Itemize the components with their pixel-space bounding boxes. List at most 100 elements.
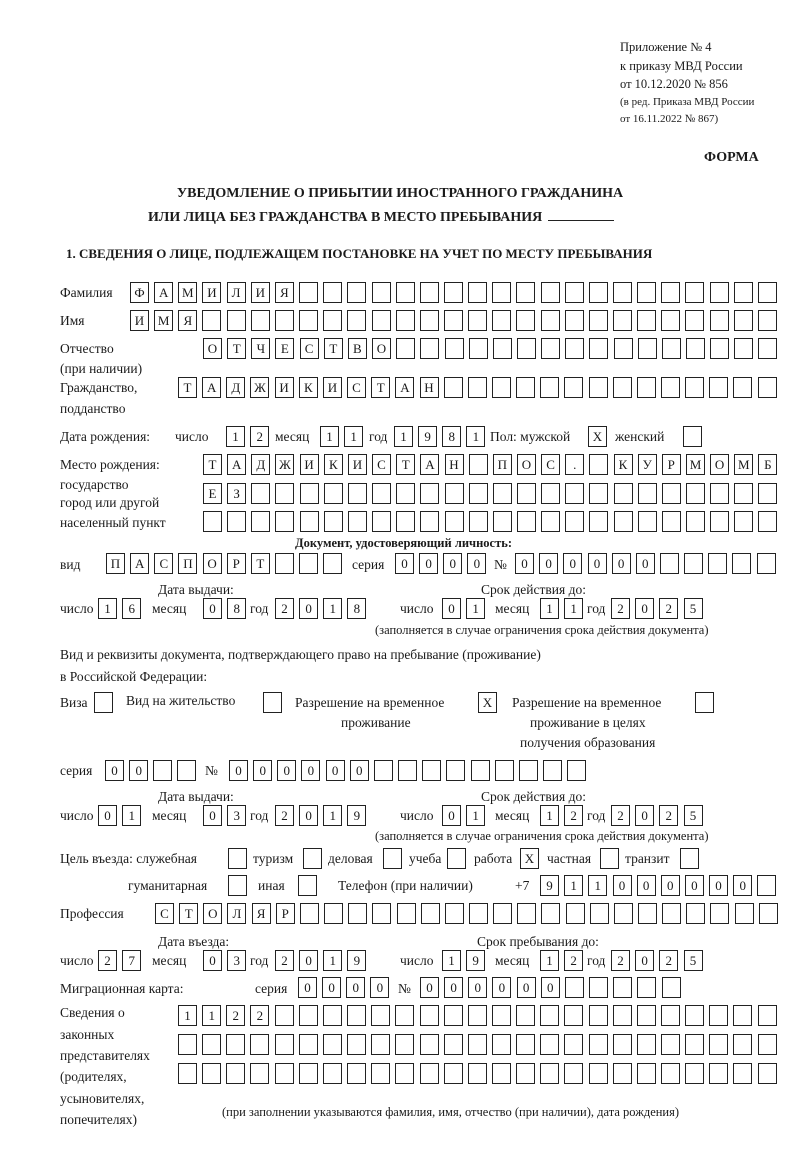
char-cell-patronymic[interactable]: Т (323, 338, 343, 359)
char-cell-reps-3[interactable] (371, 1063, 391, 1084)
char-cell-patronymic[interactable] (492, 338, 512, 359)
char-cell-reps-2[interactable] (685, 1034, 705, 1055)
char-cell-citizenship[interactable]: Т (371, 377, 391, 398)
char-cell-birthplace-3[interactable] (299, 511, 319, 532)
char-cell-name[interactable]: И (130, 310, 149, 331)
char-cell-mc-number[interactable] (637, 977, 657, 998)
char-cell-birthplace-2[interactable] (565, 483, 585, 504)
char-cell-phone[interactable]: 0 (612, 875, 632, 896)
char-cell-citizenship[interactable] (564, 377, 584, 398)
char-cell-permit-valid-year[interactable]: 0 (635, 805, 655, 826)
char-cell-reps-2[interactable] (733, 1034, 753, 1055)
char-cell-surname[interactable]: Я (274, 282, 294, 303)
char-cell-id-kind[interactable]: О (202, 553, 222, 574)
char-cell-entry-day[interactable]: 2 (98, 950, 117, 971)
char-cell-birth-month[interactable]: 1 (344, 426, 364, 447)
checkbox-edu-permit[interactable] (695, 692, 714, 713)
char-cell-birthplace-1[interactable]: . (565, 454, 585, 475)
char-cell-id-number[interactable] (659, 553, 679, 574)
char-cell-profession[interactable] (565, 903, 585, 924)
char-cell-reps-1[interactable] (516, 1005, 536, 1026)
char-cell-phone[interactable]: 1 (588, 875, 608, 896)
char-cell-reps-3[interactable] (516, 1063, 536, 1084)
char-cell-surname[interactable]: И (250, 282, 270, 303)
char-cell-surname[interactable] (371, 282, 391, 303)
char-cell-birthplace-2[interactable] (637, 483, 657, 504)
char-cell-reps-2[interactable] (178, 1034, 197, 1055)
char-cell-birthplace-3[interactable] (251, 511, 271, 532)
char-cell-birthplace-1[interactable]: Р (661, 454, 681, 475)
char-cell-reps-1[interactable] (709, 1005, 729, 1026)
char-cell-profession[interactable] (589, 903, 609, 924)
char-cell-patronymic[interactable] (565, 338, 585, 359)
char-cell-patronymic[interactable] (637, 338, 657, 359)
char-cell-reps-1[interactable] (588, 1005, 608, 1026)
char-cell-citizenship[interactable] (467, 377, 487, 398)
char-cell-birthplace-3[interactable] (517, 511, 536, 532)
char-cell-patronymic[interactable] (444, 338, 464, 359)
char-cell-birthplace-3[interactable] (734, 511, 754, 532)
char-cell-birthplace-3[interactable] (710, 511, 730, 532)
char-cell-reps-2[interactable] (298, 1034, 318, 1055)
char-cell-birthplace-2[interactable] (686, 483, 705, 504)
char-cell-reps-1[interactable] (564, 1005, 584, 1026)
char-cell-birthplace-2[interactable] (420, 483, 440, 504)
char-cell-profession[interactable] (420, 903, 440, 924)
char-cell-reps-3[interactable] (612, 1063, 632, 1084)
char-cell-birthplace-3[interactable] (613, 511, 633, 532)
char-cell-reps-3[interactable] (540, 1063, 560, 1084)
checkbox-sex-male[interactable]: X (588, 426, 607, 447)
char-cell-id-number[interactable]: 0 (635, 553, 655, 574)
char-cell-reps-3[interactable] (274, 1063, 294, 1084)
char-cell-reps-2[interactable] (395, 1034, 415, 1055)
char-cell-name[interactable] (419, 310, 439, 331)
char-cell-stay-day[interactable]: 1 (442, 950, 461, 971)
char-cell-id-series[interactable]: 0 (443, 553, 463, 574)
char-cell-reps-3[interactable] (661, 1063, 680, 1084)
char-cell-mc-series[interactable]: 0 (298, 977, 317, 998)
char-cell-permit-number[interactable]: 0 (277, 760, 297, 781)
char-cell-id-valid-day[interactable]: 0 (442, 598, 461, 619)
checkbox-purpose-humanitarian[interactable] (228, 875, 247, 896)
char-cell-name[interactable] (443, 310, 463, 331)
char-cell-reps-3[interactable] (733, 1063, 753, 1084)
char-cell-mc-number[interactable]: 0 (444, 977, 464, 998)
char-cell-birthplace-1[interactable]: О (710, 454, 730, 475)
char-cell-profession[interactable]: Р (275, 903, 295, 924)
char-cell-reps-3[interactable] (685, 1063, 705, 1084)
char-cell-surname[interactable]: Л (226, 282, 246, 303)
checkbox-purpose-business[interactable] (383, 848, 402, 869)
char-cell-id-kind[interactable]: Р (226, 553, 246, 574)
char-cell-surname[interactable] (564, 282, 584, 303)
char-cell-patronymic[interactable]: Ч (251, 338, 271, 359)
char-cell-patronymic[interactable] (710, 338, 730, 359)
char-cell-birthplace-3[interactable] (541, 511, 561, 532)
char-cell-id-series[interactable]: 0 (467, 553, 487, 574)
char-cell-name[interactable] (661, 310, 681, 331)
char-cell-permit-series[interactable]: 0 (105, 760, 124, 781)
char-cell-birthplace-1[interactable]: Ж (275, 454, 295, 475)
char-cell-birthplace-3[interactable] (203, 511, 222, 532)
char-cell-citizenship[interactable] (685, 377, 705, 398)
char-cell-surname[interactable]: М (178, 282, 198, 303)
char-cell-profession[interactable] (686, 903, 706, 924)
char-cell-birthplace-2[interactable] (396, 483, 416, 504)
char-cell-reps-1[interactable] (757, 1005, 777, 1026)
char-cell-mc-series[interactable]: 0 (370, 977, 390, 998)
char-cell-birthplace-1[interactable]: Б (758, 454, 778, 475)
char-cell-reps-3[interactable] (636, 1063, 656, 1084)
char-cell-reps-3[interactable] (250, 1063, 270, 1084)
checkbox-sex-female[interactable] (683, 426, 702, 447)
char-cell-surname[interactable] (685, 282, 705, 303)
char-cell-birthplace-3[interactable] (347, 511, 367, 532)
char-cell-reps-2[interactable] (274, 1034, 294, 1055)
char-cell-id-issue-month[interactable]: 8 (227, 598, 247, 619)
char-cell-birthplace-1[interactable]: К (613, 454, 633, 475)
char-cell-permit-valid-day[interactable]: 0 (442, 805, 461, 826)
char-cell-permit-number[interactable] (470, 760, 490, 781)
char-cell-profession[interactable] (613, 903, 633, 924)
char-cell-permit-issue-year[interactable]: 2 (275, 805, 294, 826)
char-cell-id-number[interactable] (756, 553, 776, 574)
char-cell-reps-2[interactable] (564, 1034, 584, 1055)
char-cell-citizenship[interactable] (516, 377, 536, 398)
